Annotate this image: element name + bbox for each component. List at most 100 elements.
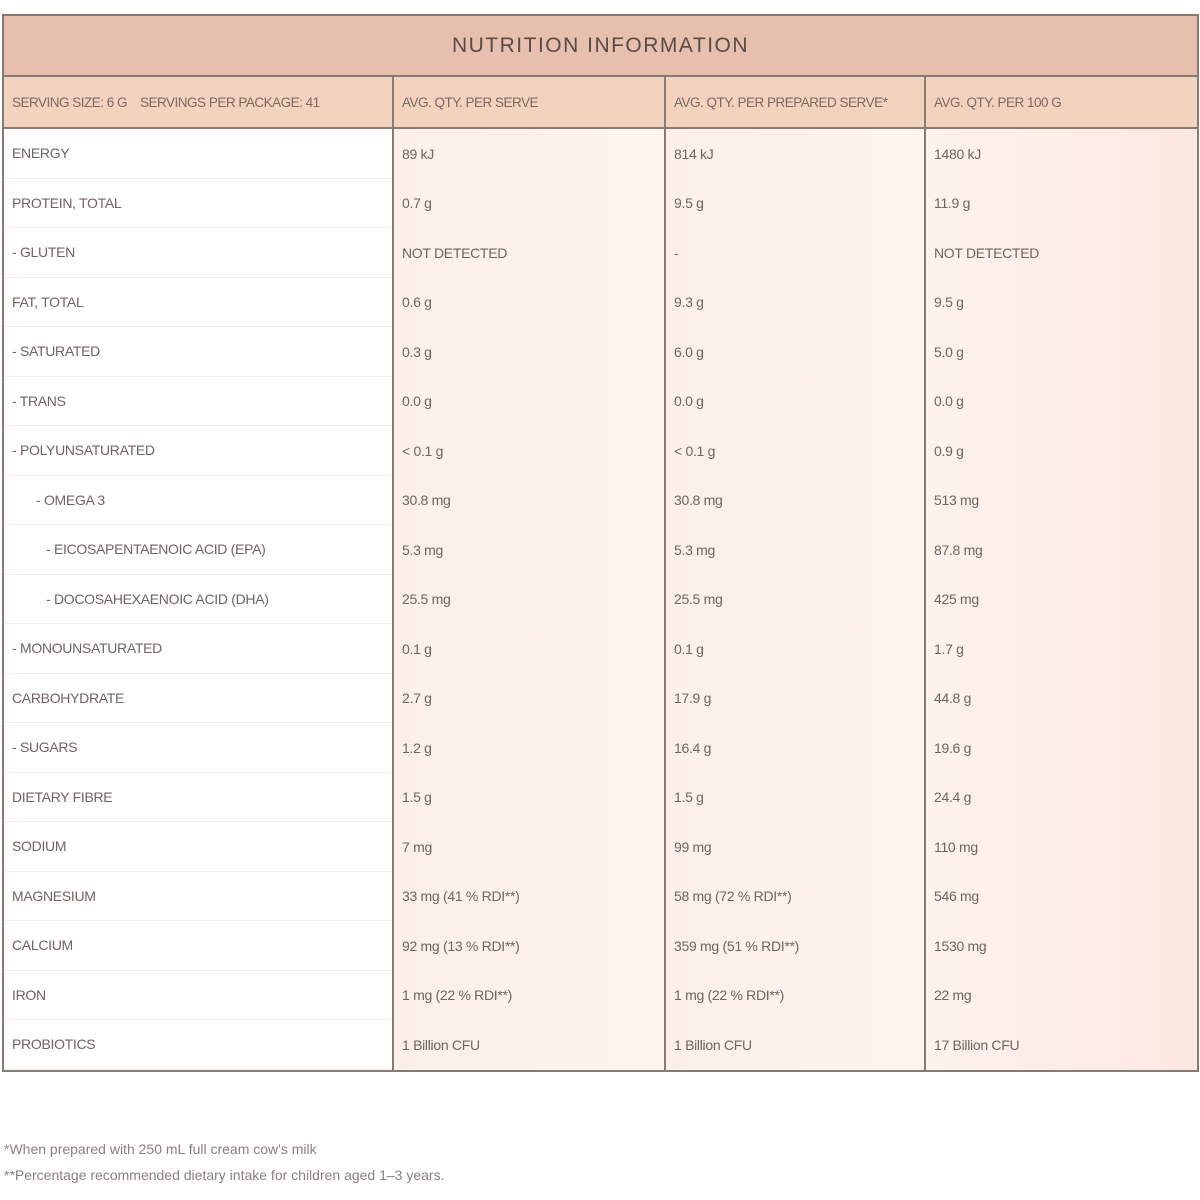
nutrient-name-cell: SODIUM bbox=[4, 822, 392, 872]
prepared-serve-cell: - bbox=[664, 228, 924, 278]
per-100g-cell: 1.7 g bbox=[924, 624, 1197, 674]
table-row: CARBOHYDRATE 2.7 g 17.9 g 44.8 g bbox=[4, 673, 1197, 723]
prepared-serve-cell: 16.4 g bbox=[664, 723, 924, 773]
header-row: SERVING SIZE: 6 G SERVINGS PER PACKAGE: … bbox=[4, 77, 1197, 129]
nutrient-name-cell: ENERGY bbox=[4, 129, 392, 179]
per-100g-cell: 87.8 mg bbox=[924, 525, 1197, 575]
per-serve-cell: < 0.1 g bbox=[392, 426, 664, 476]
per-100g-cell: 1530 mg bbox=[924, 921, 1197, 971]
prepared-serve-cell: 30.8 mg bbox=[664, 475, 924, 525]
per-serve-cell: 1 mg (22 % RDI**) bbox=[392, 970, 664, 1020]
table-row: ENERGY 89 kJ 814 kJ 1480 kJ bbox=[4, 129, 1197, 179]
table-body: ENERGY 89 kJ 814 kJ 1480 kJ PROTEIN, TOTAL 0.… bbox=[4, 129, 1197, 1070]
nutrient-name-cell: IRON bbox=[4, 970, 392, 1020]
prepared-serve-cell: 6.0 g bbox=[664, 327, 924, 377]
nutrient-name-cell: CALCIUM bbox=[4, 921, 392, 971]
per-100g-cell: 513 mg bbox=[924, 475, 1197, 525]
prepared-serve-cell: 9.5 g bbox=[664, 178, 924, 228]
prepared-serve-cell: 17.9 g bbox=[664, 673, 924, 723]
per-serve-cell: 1 Billion CFU bbox=[392, 1020, 664, 1070]
footnote-rdi: **Percentage recommended dietary intake … bbox=[4, 1167, 445, 1183]
nutrient-name-cell: - OMEGA 3 bbox=[4, 475, 392, 525]
table-row: IRON 1 mg (22 % RDI**) 1 mg (22 % RDI**) 22… bbox=[4, 970, 1197, 1020]
per-serve-cell: 0.7 g bbox=[392, 178, 664, 228]
per-serve-cell: 89 kJ bbox=[392, 129, 664, 179]
table-row: PROBIOTICS 1 Billion CFU 1 Billion CFU 17 B… bbox=[4, 1020, 1197, 1070]
per-serve-cell: 92 mg (13 % RDI**) bbox=[392, 921, 664, 971]
per-100g-cell: 24.4 g bbox=[924, 772, 1197, 822]
table-row: - OMEGA 3 30.8 mg 30.8 mg 513 mg bbox=[4, 475, 1197, 525]
footnote-prepared: *When prepared with 250 mL full cream co… bbox=[4, 1141, 317, 1157]
table-row: - MONOUNSATURATED 0.1 g 0.1 g 1.7 g bbox=[4, 624, 1197, 674]
table-row: DIETARY FIBRE 1.5 g 1.5 g 24.4 g bbox=[4, 772, 1197, 822]
prepared-serve-cell: 814 kJ bbox=[664, 129, 924, 179]
table-row: MAGNESIUM 33 mg (41 % RDI**) 58 mg (72 % R… bbox=[4, 871, 1197, 921]
nutrient-name-cell: - POLYUNSATURATED bbox=[4, 426, 392, 476]
per-serve-cell: 1.5 g bbox=[392, 772, 664, 822]
nutrient-name-cell: - SUGARS bbox=[4, 723, 392, 773]
per-100g-cell: 5.0 g bbox=[924, 327, 1197, 377]
per-serve-cell: 0.1 g bbox=[392, 624, 664, 674]
table-title: NUTRITION INFORMATION bbox=[4, 16, 1197, 77]
per-100g-cell: 22 mg bbox=[924, 970, 1197, 1020]
serving-info: SERVING SIZE: 6 G SERVINGS PER PACKAGE: … bbox=[12, 94, 320, 110]
nutrition-table: NUTRITION INFORMATION SERVING SIZE: 6 G … bbox=[2, 14, 1199, 1072]
table-row: - TRANS 0.0 g 0.0 g 0.0 g bbox=[4, 376, 1197, 426]
prepared-serve-cell: 0.0 g bbox=[664, 376, 924, 426]
table-row: - POLYUNSATURATED < 0.1 g < 0.1 g 0.9 g bbox=[4, 426, 1197, 476]
per-serve-cell: 7 mg bbox=[392, 822, 664, 872]
nutrient-name-cell: - SATURATED bbox=[4, 327, 392, 377]
per-100g-cell: 19.6 g bbox=[924, 723, 1197, 773]
prepared-serve-cell: 99 mg bbox=[664, 822, 924, 872]
col-per-serve-header: AVG. QTY. PER SERVE bbox=[392, 77, 664, 127]
nutrient-name-cell: DIETARY FIBRE bbox=[4, 772, 392, 822]
table-row: - DOCOSAHEXAENOIC ACID (DHA) 25.5 mg 25.5 … bbox=[4, 574, 1197, 624]
per-100g-cell: NOT DETECTED bbox=[924, 228, 1197, 278]
prepared-serve-cell: 25.5 mg bbox=[664, 574, 924, 624]
nutrient-name-cell: PROBIOTICS bbox=[4, 1020, 392, 1070]
table-row: - SATURATED 0.3 g 6.0 g 5.0 g bbox=[4, 327, 1197, 377]
per-serve-cell: 0.0 g bbox=[392, 376, 664, 426]
per-100g-cell: 9.5 g bbox=[924, 277, 1197, 327]
per-100g-cell: 0.0 g bbox=[924, 376, 1197, 426]
per-serve-cell: 33 mg (41 % RDI**) bbox=[392, 871, 664, 921]
prepared-serve-cell: 1 Billion CFU bbox=[664, 1020, 924, 1070]
per-100g-cell: 425 mg bbox=[924, 574, 1197, 624]
nutrient-name-cell: MAGNESIUM bbox=[4, 871, 392, 921]
per-serve-cell: 0.3 g bbox=[392, 327, 664, 377]
footnotes: *When prepared with 250 mL full cream co… bbox=[4, 1136, 444, 1188]
table-row: PROTEIN, TOTAL 0.7 g 9.5 g 11.9 g bbox=[4, 178, 1197, 228]
table-row: FAT, TOTAL 0.6 g 9.3 g 9.5 g bbox=[4, 277, 1197, 327]
nutrient-name-cell: - EICOSAPENTAENOIC ACID (EPA) bbox=[4, 525, 392, 575]
per-serve-cell: 5.3 mg bbox=[392, 525, 664, 575]
col-prepared-serve-header: AVG. QTY. PER PREPARED SERVE* bbox=[664, 77, 924, 127]
prepared-serve-cell: 58 mg (72 % RDI**) bbox=[664, 871, 924, 921]
nutrient-name-cell: FAT, TOTAL bbox=[4, 277, 392, 327]
per-100g-cell: 17 Billion CFU bbox=[924, 1020, 1197, 1070]
per-100g-cell: 110 mg bbox=[924, 822, 1197, 872]
per-serve-cell: 25.5 mg bbox=[392, 574, 664, 624]
prepared-serve-cell: 5.3 mg bbox=[664, 525, 924, 575]
prepared-serve-cell: 0.1 g bbox=[664, 624, 924, 674]
per-serve-cell: 30.8 mg bbox=[392, 475, 664, 525]
table-row: SODIUM 7 mg 99 mg 110 mg bbox=[4, 822, 1197, 872]
table-row: - SUGARS 1.2 g 16.4 g 19.6 g bbox=[4, 723, 1197, 773]
per-serve-cell: 0.6 g bbox=[392, 277, 664, 327]
prepared-serve-cell: 359 mg (51 % RDI**) bbox=[664, 921, 924, 971]
per-100g-cell: 1480 kJ bbox=[924, 129, 1197, 179]
per-serve-cell: NOT DETECTED bbox=[392, 228, 664, 278]
nutrient-name-cell: - DOCOSAHEXAENOIC ACID (DHA) bbox=[4, 574, 392, 624]
nutrient-name-cell: - GLUTEN bbox=[4, 228, 392, 278]
per-100g-cell: 44.8 g bbox=[924, 673, 1197, 723]
col-per-100g-header: AVG. QTY. PER 100 G bbox=[924, 77, 1197, 127]
per-serve-cell: 2.7 g bbox=[392, 673, 664, 723]
table-row: - EICOSAPENTAENOIC ACID (EPA) 5.3 mg 5.3 m… bbox=[4, 525, 1197, 575]
prepared-serve-cell: < 0.1 g bbox=[664, 426, 924, 476]
per-100g-cell: 0.9 g bbox=[924, 426, 1197, 476]
per-serve-cell: 1.2 g bbox=[392, 723, 664, 773]
per-100g-cell: 11.9 g bbox=[924, 178, 1197, 228]
nutrient-name-cell: PROTEIN, TOTAL bbox=[4, 178, 392, 228]
nutrient-name-cell: CARBOHYDRATE bbox=[4, 673, 392, 723]
table-row: - GLUTEN NOT DETECTED - NOT DETECTED bbox=[4, 228, 1197, 278]
per-100g-cell: 546 mg bbox=[924, 871, 1197, 921]
